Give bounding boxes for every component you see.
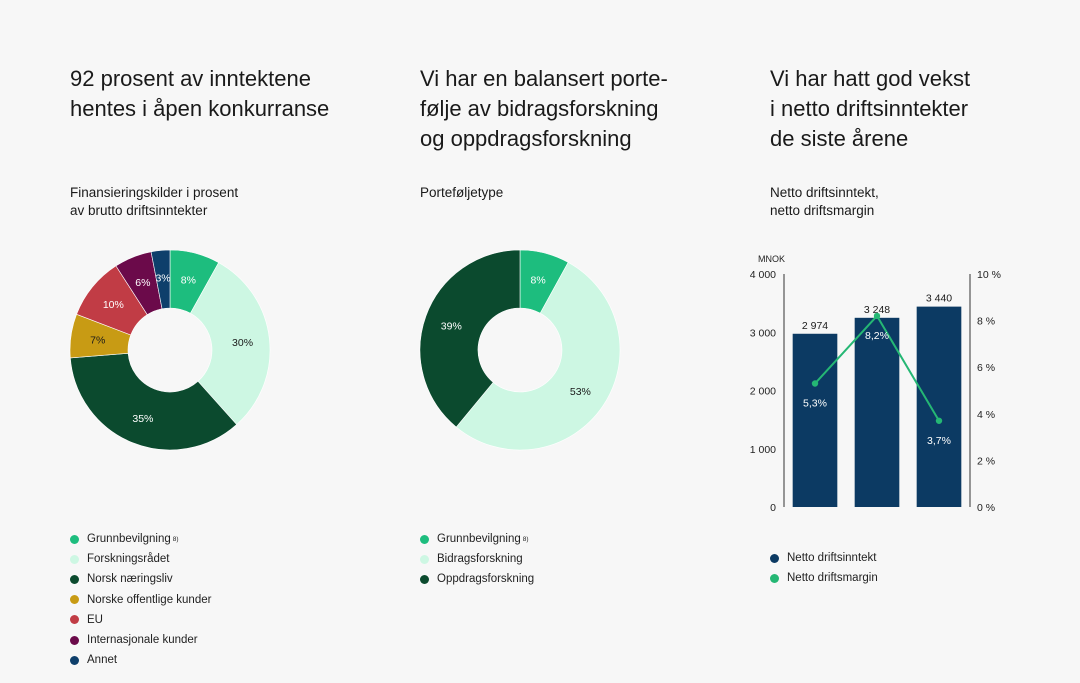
slice-label: 7% bbox=[90, 335, 105, 347]
y-tick-label: 2 000 bbox=[750, 386, 776, 398]
legend-swatch bbox=[420, 574, 429, 584]
panel-headline: Vi har en balansert porte- følje av bidr… bbox=[420, 66, 668, 151]
legend-swatch bbox=[70, 635, 79, 645]
panel-funding: 92 prosent av inntektene hentes i åpen k… bbox=[69, 0, 370, 683]
line-point bbox=[873, 312, 881, 320]
slice-label: 53% bbox=[570, 386, 591, 398]
bar-netto-driftsinntekt bbox=[854, 317, 900, 507]
legend-label: Internasjonale kunder bbox=[87, 634, 198, 647]
legend-label: Forskningsrådet bbox=[87, 553, 170, 566]
legend-label: Grunnbevilgning bbox=[437, 533, 521, 546]
slice-label: 10% bbox=[103, 299, 124, 311]
legend-swatch bbox=[420, 534, 429, 544]
bar-value-label: 3 440 bbox=[926, 293, 952, 305]
y2-tick-label: 6 % bbox=[977, 362, 995, 374]
legend-label: Annet bbox=[87, 654, 118, 667]
line-value-label: 3,7% bbox=[927, 435, 951, 447]
y-tick-label: 4 000 bbox=[750, 269, 776, 281]
bar-netto-driftsinntekt bbox=[916, 306, 962, 507]
legend-label: Netto driftsmargin bbox=[787, 572, 878, 585]
donut-slice-oppdragsforskning bbox=[419, 249, 521, 428]
y2-tick-label: 0 % bbox=[977, 502, 995, 514]
legend-label: Oppdragsforskning bbox=[437, 573, 535, 586]
panel-revenue: Vi har hatt god vekst i netto driftsinnt… bbox=[750, 0, 1070, 683]
line-point bbox=[811, 380, 819, 387]
legend-item-netto-driftsinntekt: Netto driftsinntekt bbox=[770, 548, 878, 568]
legend-item-norske-offentlige-kunder: Norske offentlige kunder bbox=[70, 590, 211, 610]
legend-item-eu: EU bbox=[70, 610, 211, 630]
legend-swatch bbox=[70, 554, 79, 564]
legend-swatch bbox=[770, 553, 779, 563]
legend-item-annet: Annet bbox=[70, 650, 211, 670]
legend-item-grunnbevilgning: Grunnbevilgning 8) bbox=[420, 529, 534, 549]
slice-label: 3% bbox=[155, 272, 170, 284]
panel-portfolio: Vi har en balansert porte- følje av bidr… bbox=[419, 0, 720, 683]
legend-swatch bbox=[70, 655, 79, 665]
legend-item-forskningsr-det: Forskningsrådet bbox=[70, 549, 211, 569]
chart-subtitle: Netto driftsinntekt, netto driftsmargin bbox=[770, 185, 879, 218]
legend-label: Grunnbevilgning bbox=[87, 533, 171, 546]
y2-tick-label: 2 % bbox=[977, 455, 995, 467]
y-axis-unit: MNOK bbox=[758, 254, 785, 264]
footnote-marker: 8) bbox=[172, 535, 179, 543]
y-tick-label: 1 000 bbox=[750, 444, 776, 456]
chart-subtitle: Finansieringskilder i prosent av brutto … bbox=[70, 185, 239, 218]
portfolio-donut-chart: 8% 53% 39% bbox=[419, 249, 621, 451]
footnote-marker: 8) bbox=[522, 535, 529, 543]
y-tick-label: 3 000 bbox=[750, 327, 776, 339]
funding-legend: Grunnbevilgning 8) Forskningsrådet Norsk næ… bbox=[70, 529, 211, 670]
legend-item-internasjonale-kunder: Internasjonale kunder bbox=[70, 630, 211, 650]
legend-label: Norske offentlige kunder bbox=[87, 593, 212, 606]
legend-item-bidragsforskning: Bidragsforskning bbox=[420, 549, 534, 569]
line-value-label: 5,3% bbox=[803, 398, 827, 410]
donut-slice-forskningsr-det bbox=[190, 262, 271, 425]
legend-swatch bbox=[70, 615, 79, 625]
legend-swatch bbox=[70, 574, 79, 584]
bar-netto-driftsinntekt bbox=[792, 333, 838, 507]
funding-donut-chart: 8% 30% 35% 7% 10% 6% 3% bbox=[69, 249, 271, 451]
slice-label: 6% bbox=[135, 277, 150, 289]
legend-swatch bbox=[420, 554, 429, 564]
y2-tick-label: 4 % bbox=[977, 409, 995, 421]
bar-value-label: 2 974 bbox=[802, 320, 828, 332]
portfolio-legend: Grunnbevilgning 8) Bidragsforskning Oppdrag… bbox=[420, 529, 534, 590]
y-tick-label: 0 bbox=[770, 502, 776, 514]
slice-label: 8% bbox=[531, 274, 546, 286]
donut-slice-annet bbox=[150, 249, 171, 310]
y2-tick-label: 8 % bbox=[977, 316, 995, 328]
legend-label: Bidragsforskning bbox=[437, 553, 523, 566]
legend-swatch bbox=[70, 534, 79, 544]
slice-label: 8% bbox=[181, 274, 196, 286]
revenue-legend: Netto driftsinntekt Netto driftsmargin bbox=[770, 548, 878, 588]
panel-headline: Vi har hatt god vekst i netto driftsinnt… bbox=[770, 66, 971, 151]
line-value-label: 8,2% bbox=[865, 330, 889, 342]
y2-tick-label: 10 % bbox=[977, 269, 1001, 281]
legend-label: Netto driftsinntekt bbox=[787, 552, 877, 565]
panel-headline: 92 prosent av inntektene hentes i åpen k… bbox=[70, 66, 330, 121]
legend-swatch bbox=[70, 595, 79, 605]
legend-label: EU bbox=[87, 613, 103, 626]
line-point bbox=[935, 417, 943, 424]
donut-slice-bidragsforskning bbox=[455, 261, 621, 451]
chart-subtitle: Porteføljetype bbox=[420, 185, 504, 200]
legend-swatch bbox=[770, 573, 779, 583]
bar-value-label: 3 248 bbox=[864, 304, 890, 316]
slice-label: 39% bbox=[441, 320, 462, 332]
legend-item-oppdragsforskning: Oppdragsforskning bbox=[420, 569, 534, 589]
legend-item-norsk-n-ringsliv: Norsk næringsliv bbox=[70, 569, 211, 589]
revenue-combo-chart: MNOK 0 1 000 2 000 3 000 4 000 0 % 2 % 4 % 6 % 8 %… bbox=[750, 254, 1001, 514]
slice-label: 30% bbox=[232, 337, 253, 349]
legend-item-grunnbevilgning: Grunnbevilgning 8) bbox=[70, 529, 211, 549]
donut-slice-norsk-n-ringsliv bbox=[69, 353, 238, 451]
slice-label: 35% bbox=[132, 413, 153, 425]
legend-item-netto-driftsmargin: Netto driftsmargin bbox=[770, 568, 878, 588]
legend-label: Norsk næringsliv bbox=[87, 573, 173, 586]
